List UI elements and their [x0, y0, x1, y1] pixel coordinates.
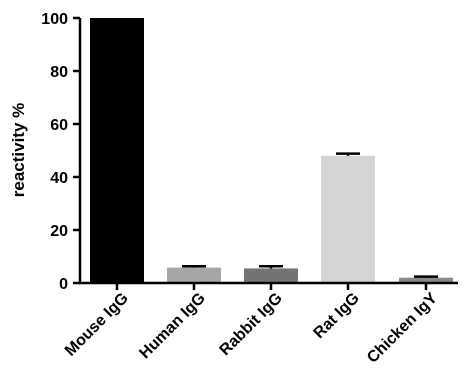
x-axis: Mouse IgG Human IgG Rabbit IgG Rat IgG Chick… — [62, 281, 458, 367]
y-tick-label: 60 — [50, 117, 68, 134]
bar — [321, 155, 375, 283]
bar — [244, 268, 298, 283]
error-bar — [182, 265, 206, 268]
x-category-label: Rat IgG — [311, 290, 363, 342]
y-axis: 0 20 40 60 80 100 — [41, 11, 82, 293]
y-tick-label: 0 — [59, 276, 68, 293]
y-tick-label: 80 — [50, 64, 68, 81]
x-category-label: Human IgG — [136, 290, 208, 362]
y-tick-label: 20 — [50, 223, 68, 240]
bar — [90, 18, 144, 283]
error-bar — [414, 275, 438, 278]
y-axis-title: reactivity % — [9, 103, 28, 198]
bar — [399, 277, 453, 283]
y-tick-label: 100 — [41, 11, 68, 28]
bar — [167, 267, 221, 283]
bars — [90, 18, 453, 283]
x-category-label: Mouse IgG — [62, 290, 132, 360]
x-category-label: Rabbit IgG — [217, 290, 286, 359]
error-bar — [336, 152, 360, 156]
y-tick-label: 40 — [50, 170, 68, 187]
x-category-label: Chicken IgY — [364, 290, 441, 367]
error-bar — [259, 265, 283, 269]
